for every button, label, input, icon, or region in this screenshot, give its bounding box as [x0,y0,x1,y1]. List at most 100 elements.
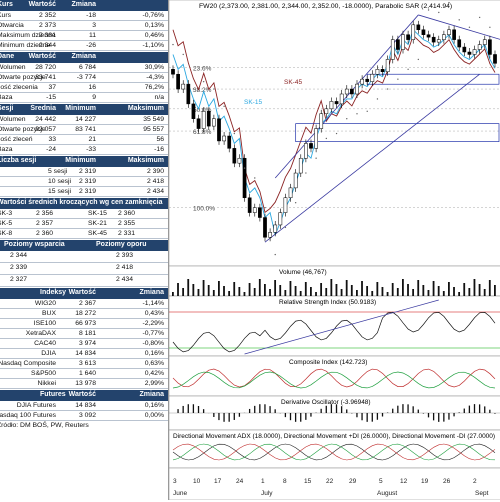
volume-bar [428,290,430,296]
volume-bar [177,283,179,296]
table-cell: CAC40 [34,340,56,347]
volume-bar [264,284,266,296]
sar-dot [305,172,306,173]
table-cell: 2 319 [79,188,96,195]
sar-dot [275,254,276,255]
table-cell: Wolumen [0,64,26,71]
volume-bar [187,279,189,296]
table-cell: 2 360 [118,210,135,217]
table-cell: 0,63% [145,360,164,367]
oscillator-bar [459,412,460,413]
candle-body [463,47,466,52]
table-cell: 2 331 [118,230,135,237]
table-cell: 66 973 [75,320,96,327]
table-cell: 2 357 [36,220,53,227]
volume-bar [233,282,235,296]
table-cell: 2 381 [39,32,56,39]
candle-body [345,89,348,94]
panel-label: Volume (46,767) [279,269,327,276]
oscillator-bar [183,406,184,413]
candle-body [391,40,394,60]
oscillator-bar [203,409,204,413]
table-cell: 2 418 [147,178,164,185]
table-cell: 1 640 [79,370,96,377]
volume-bar [238,287,240,296]
volume-bar [433,281,435,296]
table-cell: 9 [92,94,96,101]
candle-body [422,30,425,35]
table-cell: 2 434 [147,188,164,195]
table-cell: DJIA Futures [17,402,56,409]
candle-body [453,30,456,40]
oscillator-bar [295,413,296,422]
table-cell: Nasdaq 100 Futures [0,412,56,419]
x-tick: 17 [214,478,222,485]
table-cell: Nikkei [37,380,56,387]
x-tick: 12 [400,478,408,485]
table-cell: 2 339 [10,264,27,271]
month-label: June [173,490,187,497]
table-cell: 2 373 [39,22,56,29]
market-data-panel: KursWartośćZmianaKurs2 352-18-0,76%Otwar… [0,0,168,500]
table-cell: -26 [86,42,96,49]
table-cell: Baza [0,94,13,101]
table-cell: 92 057 [35,126,56,133]
volume-bar [213,290,215,296]
sar-dot [356,113,357,114]
candle-body [187,84,190,104]
candle-body [468,52,471,54]
volume-bar [259,279,261,296]
source-note: Źródło: DM BOŚ, PW, Reuters [0,421,168,431]
table-cell: 0,42% [145,370,164,377]
table-cell: Wartość [69,391,96,398]
table-cell: Wartość [29,53,56,60]
candle-body [330,101,333,108]
table-cell: Wartość [69,289,96,296]
oscillator-bar [402,404,403,413]
candle-body [396,40,399,50]
oscillator-bar [264,404,265,413]
table-cell: 2 367 [79,300,96,307]
table-cell: 83 741 [35,74,56,81]
table-cell: Futures [40,391,66,398]
candle-body [355,84,358,94]
candle-body [217,119,220,141]
oscillator-bar [254,406,255,413]
oscillator-bar [223,413,224,422]
table-cell: 16 [88,84,96,91]
table-cell: Ilość zleceń [0,136,33,143]
section-header: SesjiŚredniaMinimumMaksimum [0,104,168,115]
volume-bar [412,289,414,296]
candle-body [488,40,491,55]
candle-body [381,69,384,71]
table-cell: 14 227 [75,116,96,123]
month-label: July [261,490,273,497]
volume-bar [351,285,353,296]
row-divider [0,154,168,155]
table-cell: 2,99% [145,380,164,387]
oscillator-bar [305,413,306,420]
volume-bar [376,282,378,296]
oscillator-bar [341,406,342,413]
table-cell: 95 557 [143,126,164,133]
candle-body [228,136,231,148]
candle-body [386,59,389,71]
panel-label: Directional Movement ADX (18.0000), Dire… [173,433,495,440]
table-cell: -18 [86,12,96,19]
oscillator-bar [249,409,250,413]
oscillator-bar [438,413,439,422]
oscillator-bar [356,413,357,417]
table-cell: 28 720 [35,64,56,71]
sar-dot [285,227,286,228]
table-cell: 37 [48,84,56,91]
oscillator-bar [300,413,301,422]
volume-bar [274,280,276,296]
volume-bar [397,288,399,296]
candle-body [447,30,450,35]
candle-body [233,148,236,163]
volume-bar [387,292,389,296]
month-label: Sept [475,490,489,497]
